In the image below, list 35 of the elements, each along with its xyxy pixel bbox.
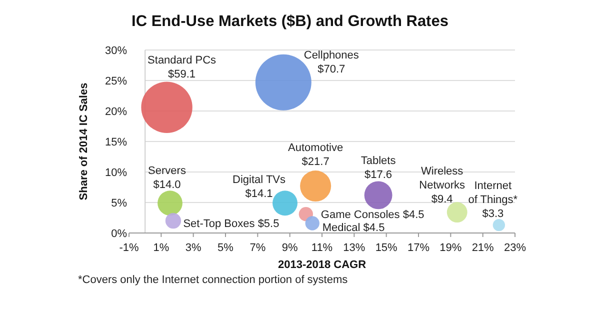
y-tick-label: 0% [111,228,128,240]
annotation: Set-Top Boxes $5.5 [183,218,280,230]
annotation: Cellphones $70.7 [304,49,360,76]
annotation: Automotive $21.7 [288,142,344,168]
chart-title: IC End-Use Markets ($B) and Growth Rates [132,13,448,30]
annotation: Internet of Things* $3.3 [468,180,518,220]
y-tick-label: 25% [104,76,128,88]
x-tick-label: 13% [343,242,366,254]
y-tick-label: 15% [104,136,128,148]
y-tick-label: 5% [111,198,128,210]
x-tick-label: 3% [185,242,202,254]
annotation: Servers $14.0 [148,165,186,192]
x-tick-label: 5% [218,242,234,254]
annotation: Digital TVs $14.1 [232,174,286,200]
x-tick-label: 21% [472,242,494,254]
annotation: Wireless Networks $9.4 [419,165,466,206]
x-tick-label: 7% [250,242,266,254]
x-axis-title: 2013-2018 CAGR [278,259,366,271]
x-tick-label: 9% [282,242,298,254]
annotation: Medical $4.5 [322,222,385,234]
y-tick-label: 30% [104,45,128,57]
text: *Covers only the Internet connection portion of systems [78,274,348,286]
x-tick-label: 17% [407,242,430,254]
x-tick-label: 19% [440,242,462,254]
x-tick-label: 15% [375,242,398,254]
x-tick-label: -1% [119,242,139,254]
annotation: Tablets $17.6 [360,155,396,182]
x-tick-label: 23% [504,242,526,254]
x-tick-label: 1% [153,242,170,254]
annotation: Standard PCs $59.1 [148,54,217,80]
y-tick-label: 20% [104,106,128,118]
y-tick-label: 10% [104,167,128,179]
y-axis-title: Share of 2014 IC Sales [78,82,90,200]
annotation: Game Consoles $4.5 [320,209,424,222]
x-tick-label: 11% [311,242,333,254]
